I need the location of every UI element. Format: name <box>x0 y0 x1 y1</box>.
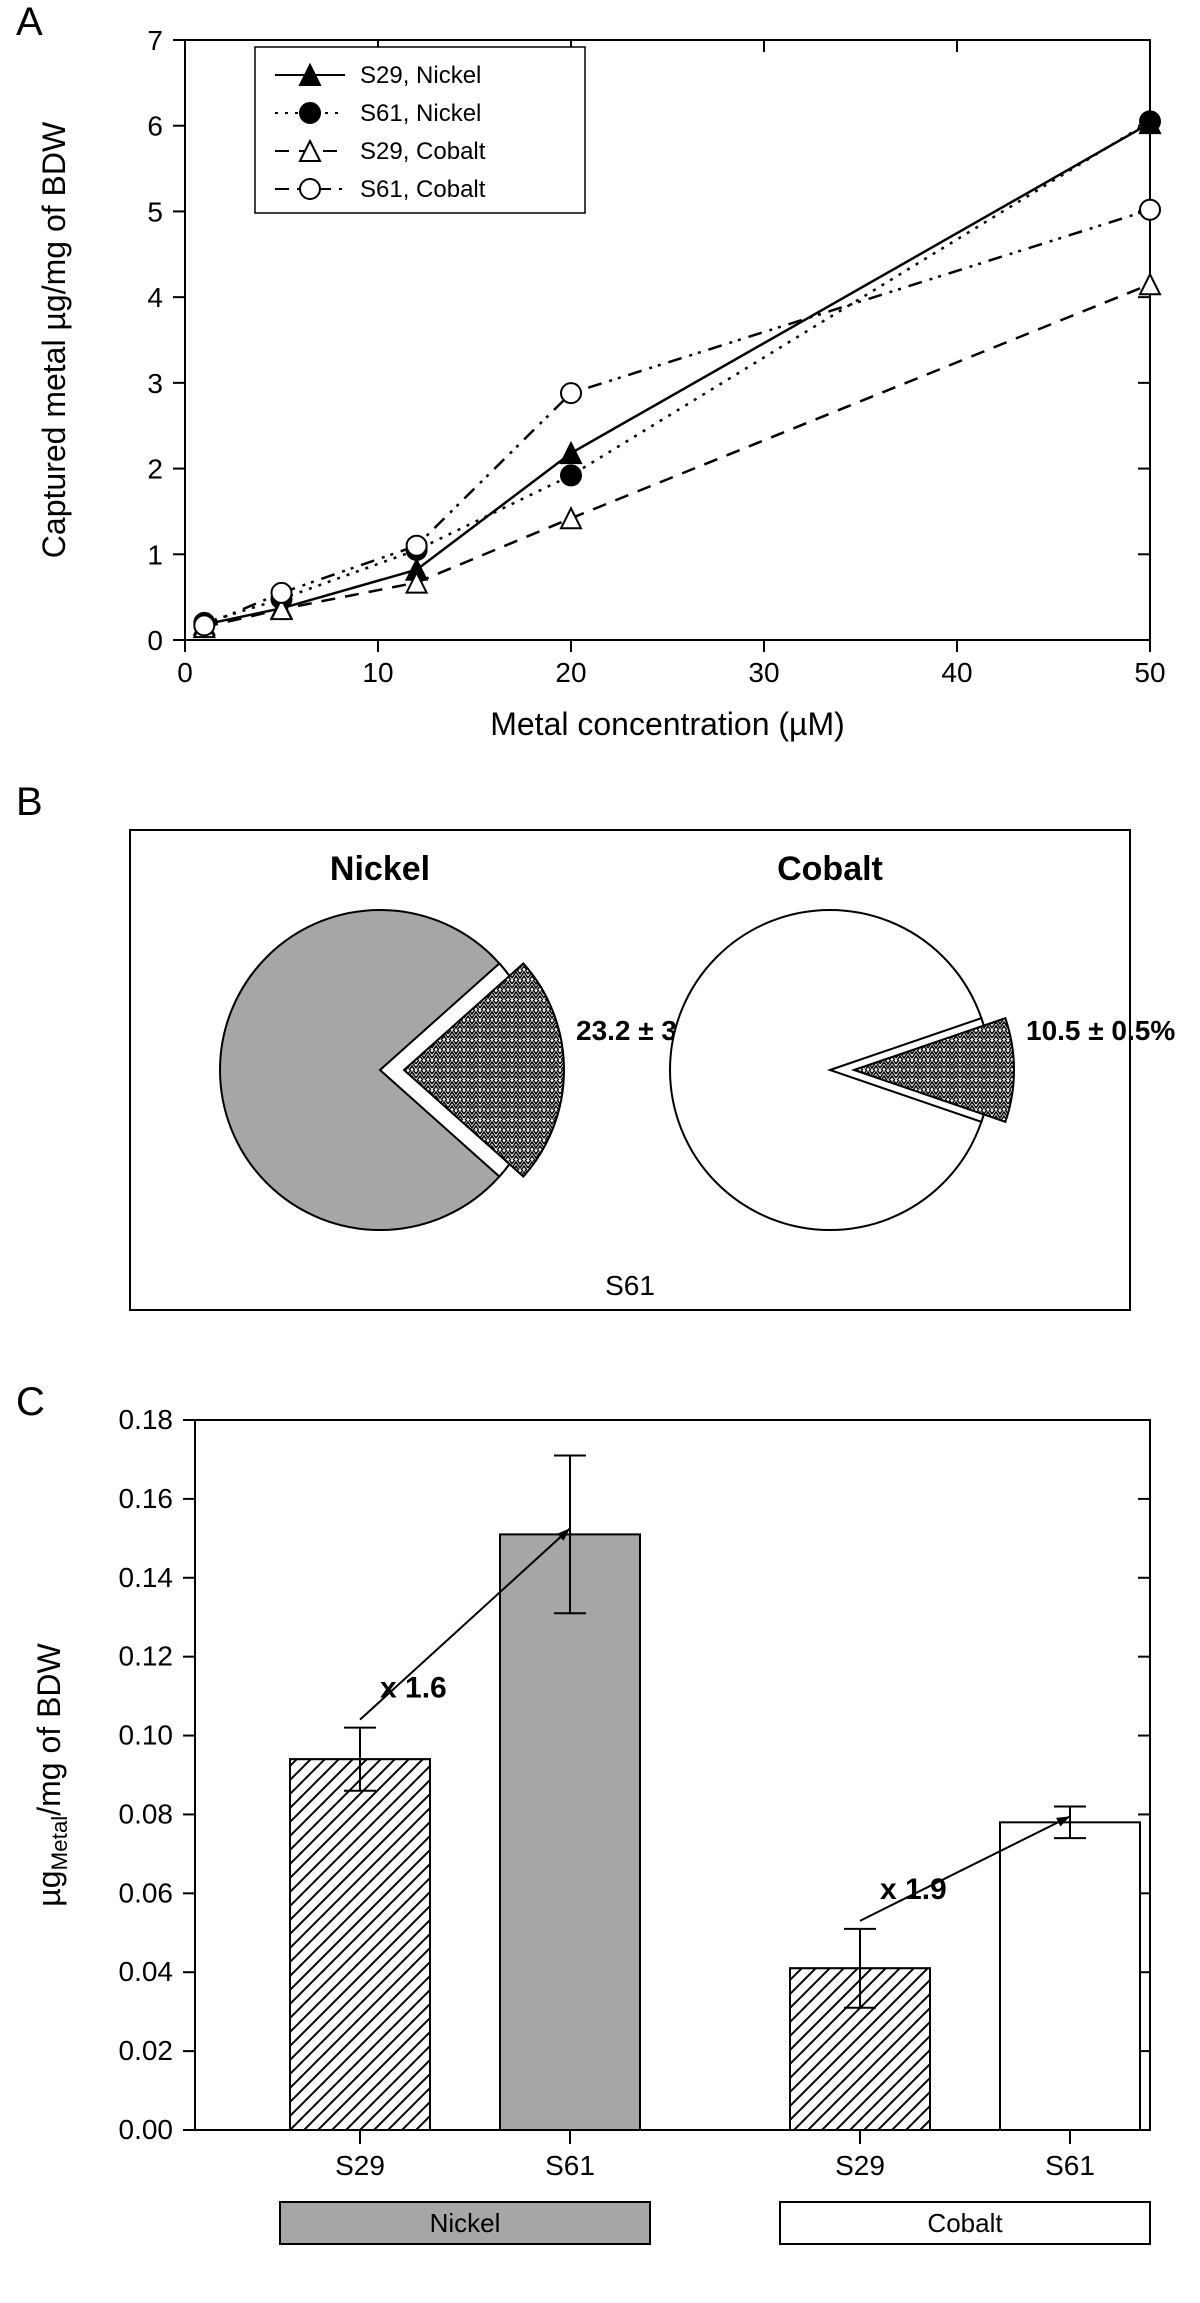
figure-container: A 0 10 20 30 40 50 0 1 2 3 4 5 6 7 Metal concentration… <box>0 0 1200 2303</box>
svg-text:Nickel: Nickel <box>330 850 430 888</box>
svg-text:Captured metal µg/mg of BDW: Captured metal µg/mg of BDW <box>36 121 72 558</box>
svg-text:0.12: 0.12 <box>119 1641 174 1672</box>
panel-b: B Nickel23.2 ± 3.1%Cobalt10.5 ± 0.5%S61 <box>0 770 1200 1370</box>
svg-text:0.14: 0.14 <box>119 1562 174 1593</box>
svg-text:10.5 ± 0.5%: 10.5 ± 0.5% <box>1026 1015 1175 1046</box>
svg-text:5: 5 <box>147 196 163 227</box>
svg-text:0: 0 <box>147 625 163 656</box>
panel-c-label: C <box>16 1380 45 1425</box>
svg-text:x 1.6: x 1.6 <box>380 1672 447 1705</box>
svg-text:50: 50 <box>1134 657 1165 688</box>
panel-c: C 0.000.020.040.060.080.100.120.140.160.… <box>0 1370 1200 2303</box>
svg-text:0.02: 0.02 <box>119 2035 174 2066</box>
svg-text:S61: S61 <box>605 1270 655 1301</box>
panel-b-chart: Nickel23.2 ± 3.1%Cobalt10.5 ± 0.5%S61 <box>0 770 1200 1370</box>
svg-text:1: 1 <box>147 539 163 570</box>
svg-text:0.08: 0.08 <box>119 1798 174 1829</box>
svg-text:µgMetal/mg of BDW: µgMetal/mg of BDW <box>31 1642 72 1906</box>
svg-text:0.06: 0.06 <box>119 1877 174 1908</box>
svg-text:Nickel: Nickel <box>430 2208 501 2238</box>
svg-text:40: 40 <box>941 657 972 688</box>
svg-text:S61: S61 <box>1045 2150 1095 2181</box>
svg-text:0.18: 0.18 <box>119 1404 174 1435</box>
panel-a-chart: 0 10 20 30 40 50 0 1 2 3 4 5 6 7 Metal concentration (… <box>0 0 1200 770</box>
svg-text:S61: S61 <box>545 2150 595 2181</box>
svg-text:6: 6 <box>147 111 163 142</box>
svg-text:3: 3 <box>147 368 163 399</box>
svg-text:0.16: 0.16 <box>119 1483 174 1514</box>
svg-text:4: 4 <box>147 282 163 313</box>
panel-a: A 0 10 20 30 40 50 0 1 2 3 4 5 6 7 Metal concentration… <box>0 0 1200 770</box>
panel-a-label: A <box>16 0 43 45</box>
svg-text:2: 2 <box>147 454 163 485</box>
svg-text:0.00: 0.00 <box>119 2114 174 2145</box>
svg-text:Cobalt: Cobalt <box>927 2208 1003 2238</box>
svg-text:20: 20 <box>555 657 586 688</box>
svg-text:0.04: 0.04 <box>119 1956 174 1987</box>
svg-text:7: 7 <box>147 25 163 56</box>
svg-text:0.10: 0.10 <box>119 1720 174 1751</box>
svg-text:S29, Nickel: S29, Nickel <box>360 62 481 89</box>
svg-text:x 1.9: x 1.9 <box>880 1873 947 1906</box>
svg-text:10: 10 <box>362 657 393 688</box>
panel-b-label: B <box>16 780 43 825</box>
svg-text:0: 0 <box>177 657 193 688</box>
svg-text:S61, Nickel: S61, Nickel <box>360 100 481 127</box>
svg-text:30: 30 <box>748 657 779 688</box>
svg-text:S61, Cobalt: S61, Cobalt <box>360 176 486 203</box>
svg-text:Metal concentration (µM): Metal concentration (µM) <box>490 706 845 742</box>
svg-text:Cobalt: Cobalt <box>777 850 883 888</box>
svg-text:S29: S29 <box>335 2150 385 2181</box>
svg-text:S29: S29 <box>835 2150 885 2181</box>
panel-c-chart: 0.00 0.02 0.04 0.06 0.08 0.10 0.12 0.14 0.16 0.18… <box>0 1370 1200 2303</box>
svg-text:S29, Cobalt: S29, Cobalt <box>360 138 486 165</box>
